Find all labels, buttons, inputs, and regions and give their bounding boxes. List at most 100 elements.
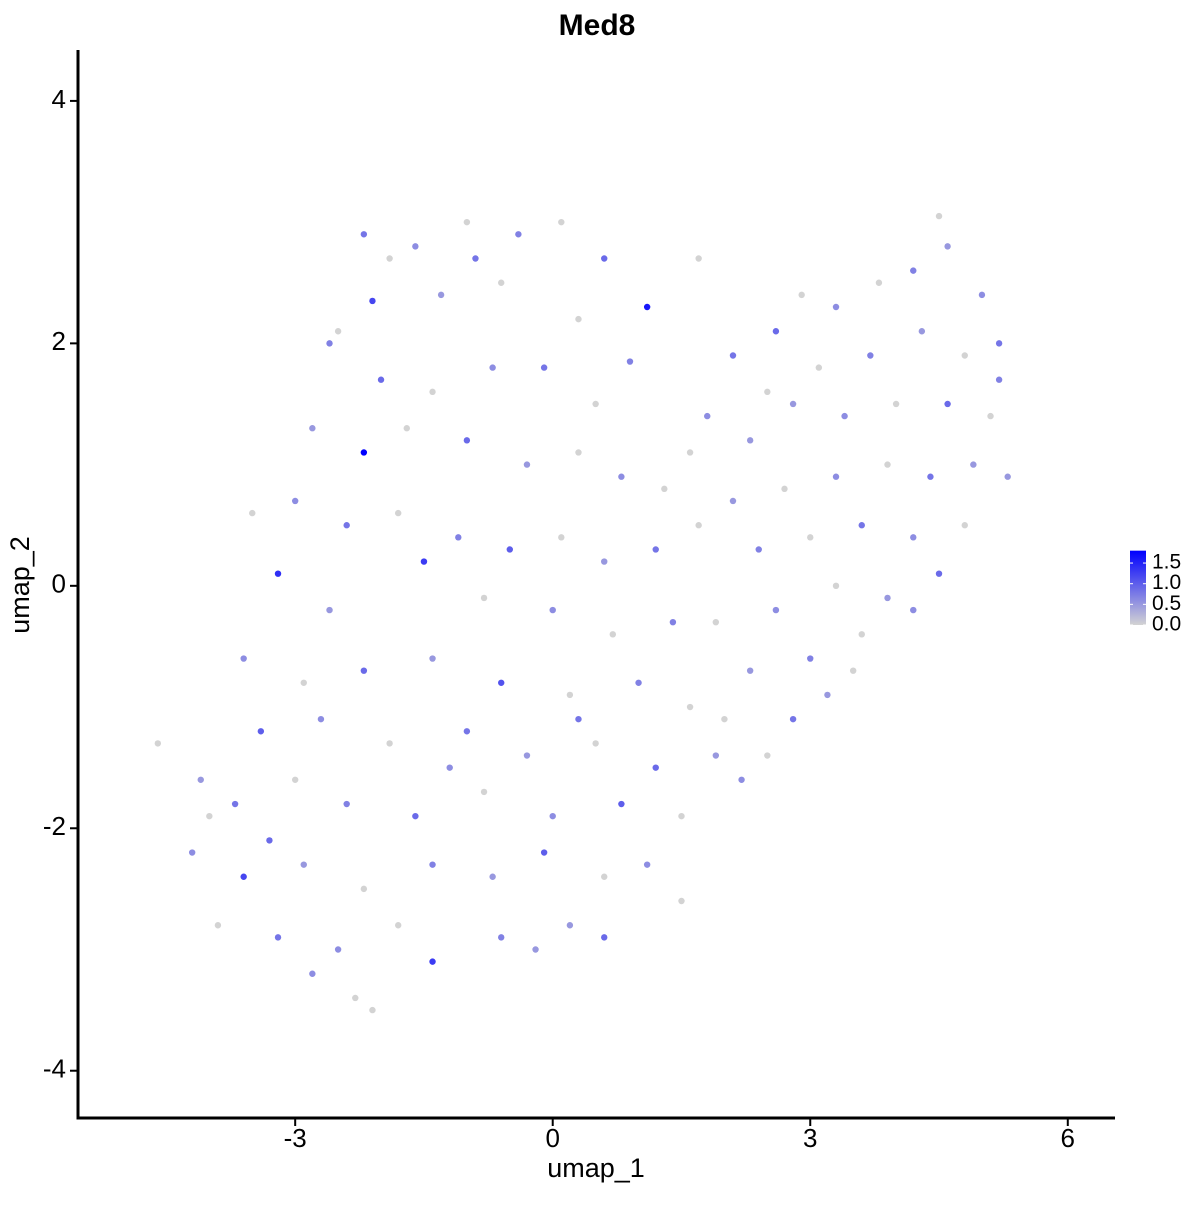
point [249,509,256,517]
point [549,812,556,820]
point [807,534,814,541]
point [935,570,943,577]
point [231,800,239,808]
point [704,412,711,420]
point [678,897,685,905]
point [601,873,608,880]
point [360,231,368,238]
y-tick-label: 2 [52,326,66,356]
point [334,946,342,953]
point [995,340,1003,347]
x-axis-label: umap_1 [547,1153,645,1183]
point [910,534,917,541]
point [686,703,694,711]
point [540,849,548,856]
point [197,776,204,783]
point [558,534,565,541]
point [764,388,771,396]
point [257,728,265,735]
point [601,934,608,941]
point [601,255,608,262]
point [446,764,453,771]
point [626,358,634,365]
point [523,752,531,759]
point [326,340,333,347]
point [643,303,651,311]
point [746,667,754,674]
point [712,752,720,759]
point [386,740,393,747]
point [386,255,393,262]
point [592,740,599,747]
point [789,715,797,723]
point [498,279,505,286]
point [498,934,505,941]
point [849,667,857,674]
point [309,425,316,432]
point [807,655,814,662]
point [480,788,488,796]
point [240,655,247,662]
point [369,1006,376,1014]
point [661,485,668,493]
point [618,800,625,808]
point [463,437,471,444]
point [884,461,891,468]
point [188,849,196,856]
x-tick-label: 6 [1061,1123,1075,1153]
point [978,291,986,299]
point [738,776,745,783]
point [910,606,917,614]
point [695,522,702,529]
point [394,509,402,517]
point [429,861,436,868]
point [618,473,625,480]
point [489,364,496,371]
point [489,873,496,880]
point [686,449,694,456]
point [944,400,951,408]
point [412,812,419,820]
point [506,546,513,553]
point [394,922,402,929]
point [403,425,410,432]
point [154,740,162,747]
y-tick-label: -4 [43,1054,66,1084]
point [437,291,445,299]
point [772,328,780,335]
point [875,279,883,286]
x-tick-label: -3 [284,1123,307,1153]
point [961,352,968,359]
point [360,885,368,893]
point [910,267,917,274]
point [455,534,462,541]
point [755,546,762,553]
point [772,606,780,614]
point [858,631,865,638]
point [729,352,737,359]
point [472,255,479,262]
point [549,606,556,614]
point [669,618,677,626]
point [935,212,943,220]
point [592,400,599,408]
point [927,473,934,480]
point [317,715,325,723]
colorbar-label: 0.5 [1152,592,1181,615]
y-axis-label: umap_2 [5,536,35,634]
point [858,522,865,529]
point [214,922,222,929]
point [343,800,350,808]
point [274,934,282,941]
point [944,243,951,250]
point [420,558,428,565]
point [240,873,247,880]
point [429,655,436,662]
point [575,449,582,456]
point [635,679,642,686]
point [206,812,213,820]
point [970,461,977,468]
point [360,667,368,674]
point [274,570,282,577]
